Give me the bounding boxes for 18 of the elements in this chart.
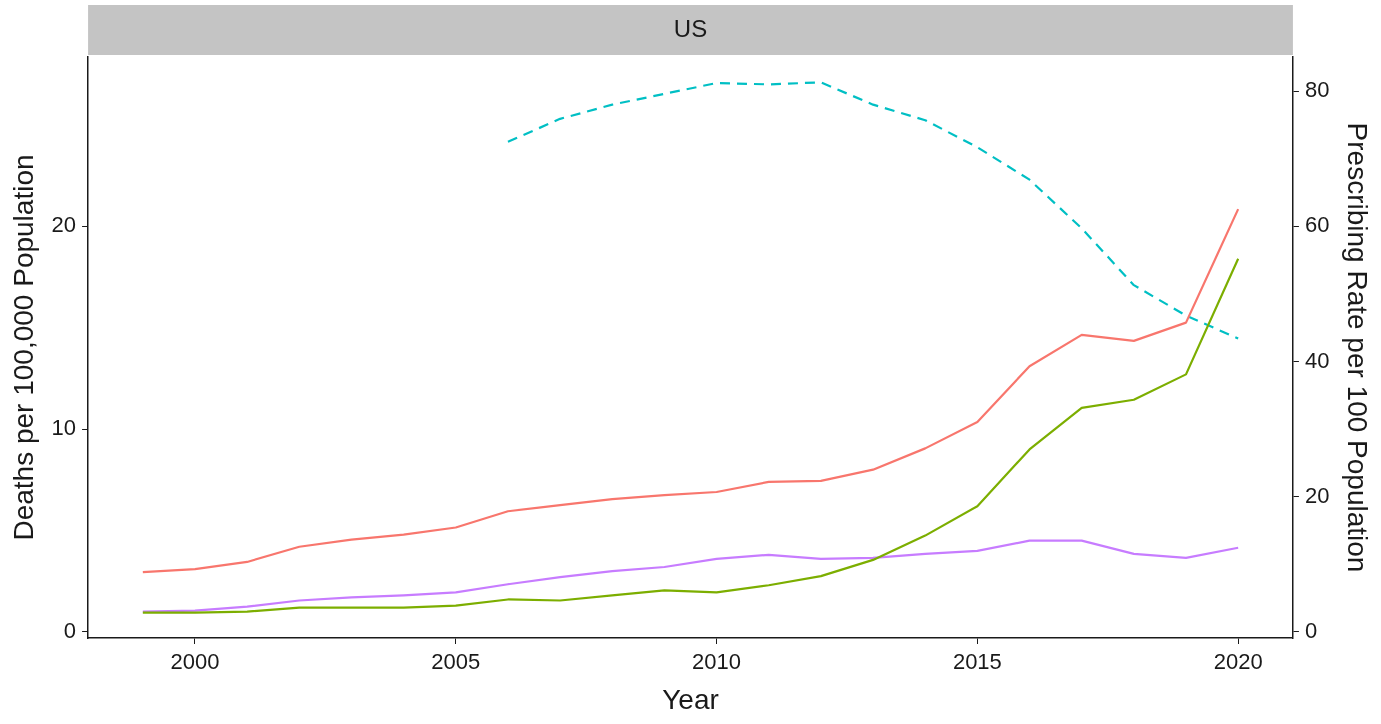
y2-axis-title: Prescribing Rate per 100 Population [1342,122,1374,573]
y-tick-label: 0 [63,617,77,643]
x-tick-label: 2000 [170,649,220,675]
line-series [506,81,1240,340]
y2-tick-label: 0 [1304,617,1318,643]
y-axis-title: Deaths per 100,000 Population [7,154,39,541]
y2-tick-label: 80 [1304,77,1330,103]
y-tick-label: 20 [51,212,77,238]
chart-title: US [673,14,708,42]
y-tick-label: 10 [51,415,77,441]
x-tick-label: 2010 [692,649,742,675]
y2-tick-label: 60 [1304,212,1330,238]
y2-tick-label: 40 [1304,347,1330,373]
x-tick-label: 2005 [431,649,481,675]
x-tick-label: 2020 [1213,649,1263,675]
y2-tick-label: 20 [1304,482,1330,508]
x-tick-label: 2015 [952,649,1002,675]
x-axis-title: Year [662,683,719,715]
